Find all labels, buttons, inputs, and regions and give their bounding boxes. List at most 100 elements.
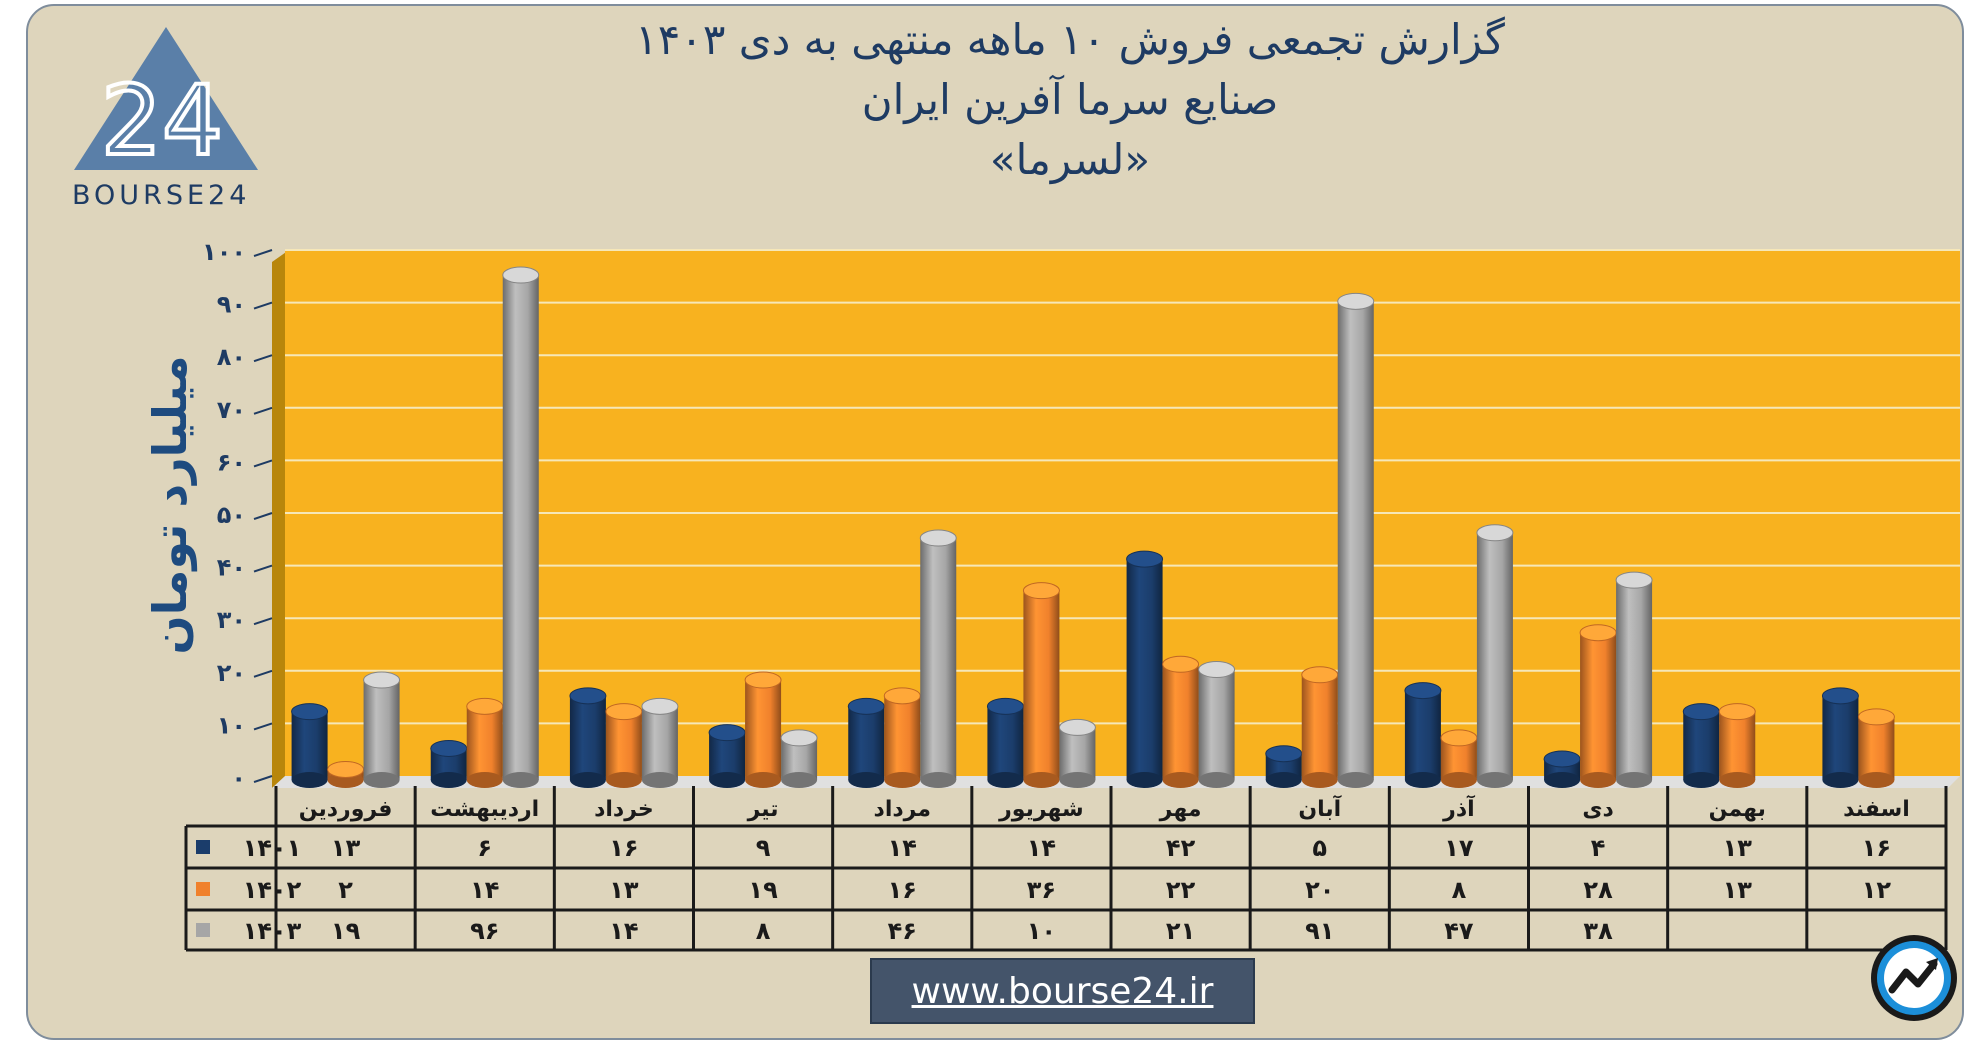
website-link[interactable]: www.bourse24.ir <box>911 970 1214 1012</box>
bar-top <box>1821 687 1859 705</box>
data-label: ۱۶ <box>888 876 917 904</box>
bar-top <box>708 724 746 742</box>
category-label: آبان <box>1298 794 1341 822</box>
bar-top <box>744 671 782 689</box>
bar <box>1683 711 1720 780</box>
data-label: ۱۳ <box>331 834 361 862</box>
bar-top <box>569 687 607 705</box>
y-tick-label: ۶۰ <box>217 448 246 476</box>
bar <box>1580 632 1617 780</box>
plot-side-wall <box>272 250 289 788</box>
bar <box>1198 669 1235 780</box>
legend-label: ۱۴۰۳ <box>243 917 302 945</box>
bar-base <box>1719 772 1756 788</box>
data-label: ۴ <box>1591 834 1606 862</box>
data-label: ۴۲ <box>1166 834 1196 862</box>
y-tick-label: ۴۰ <box>217 554 246 582</box>
website-link-box[interactable]: www.bourse24.ir <box>870 958 1255 1024</box>
data-label: ۲۰ <box>1305 876 1334 904</box>
category-label: خرداد <box>594 797 654 822</box>
bar-base <box>1301 772 1338 788</box>
bar-top <box>1579 624 1617 642</box>
bar-top <box>1337 292 1375 310</box>
category-label: مهر <box>1159 797 1202 822</box>
data-label: ۱۴ <box>609 917 638 945</box>
bar-top <box>847 697 885 715</box>
bar <box>1476 532 1513 780</box>
chart-title-block: گزارش تجمعی فروش ۱۰ ماهه منتهی به دی ۱۴۰… <box>420 10 1720 190</box>
bar-base <box>1265 772 1302 788</box>
category-label: فروردین <box>299 797 393 822</box>
bar <box>641 706 678 780</box>
bar-top <box>1058 718 1096 736</box>
bar-base <box>1858 772 1895 788</box>
bar <box>569 695 606 780</box>
data-label: ۸ <box>756 917 771 945</box>
bar <box>920 538 957 780</box>
bar <box>605 711 642 780</box>
data-label: ۱۹ <box>748 876 778 904</box>
bar-base <box>1059 772 1096 788</box>
bar-base <box>641 772 678 788</box>
data-label: ۸ <box>1452 876 1467 904</box>
bar-base <box>1580 772 1617 788</box>
y-tick-label: ۱۰ <box>217 711 246 739</box>
bar <box>1162 664 1199 780</box>
y-tick-mark <box>253 459 273 468</box>
bar-base <box>781 772 818 788</box>
chart-title: گزارش تجمعی فروش ۱۰ ماهه منتهی به دی ۱۴۰… <box>635 15 1505 64</box>
data-label: ۱۴ <box>470 876 499 904</box>
data-label: ۱۹ <box>331 917 361 945</box>
bar-top <box>466 697 504 715</box>
data-label: ۴۶ <box>888 917 917 945</box>
category-label: مرداد <box>874 797 931 822</box>
data-label: ۱۰ <box>1027 917 1056 945</box>
data-label: ۱۶ <box>1862 834 1891 862</box>
bar-top <box>1022 582 1060 600</box>
bar-top <box>327 760 365 778</box>
bar <box>1337 301 1374 780</box>
data-label: ۱۳ <box>1723 834 1753 862</box>
bar-top <box>1440 729 1478 747</box>
bar-top <box>1476 524 1514 542</box>
legend-swatch <box>196 923 210 937</box>
data-label: ۱۳ <box>609 876 639 904</box>
bar-base <box>1822 772 1859 788</box>
legend-swatch <box>196 882 210 896</box>
bar-top <box>1301 666 1339 684</box>
data-label: ۱۳ <box>1723 876 1753 904</box>
data-label: ۱۴ <box>888 834 917 862</box>
bar <box>848 706 885 780</box>
bar-top <box>1404 682 1442 700</box>
bar-base <box>1404 772 1441 788</box>
data-label: ۲ <box>338 876 353 904</box>
category-label: آذر <box>1442 794 1475 822</box>
bar <box>745 680 782 780</box>
data-label: ۹ <box>756 834 771 862</box>
category-label: تیر <box>747 797 779 822</box>
bar-top <box>502 266 540 284</box>
data-label: ۹۶ <box>470 917 499 945</box>
bar-base <box>605 772 642 788</box>
bar <box>502 275 539 780</box>
category-label: دی <box>1582 797 1613 822</box>
bar-base <box>1440 772 1477 788</box>
bar <box>363 680 400 780</box>
y-tick-mark <box>253 775 273 783</box>
legend-label: ۱۴۰۲ <box>243 876 302 904</box>
bar-top <box>430 739 468 757</box>
legend-label: ۱۴۰۱ <box>243 834 302 862</box>
bar-top <box>1126 550 1164 568</box>
legend-swatch <box>196 840 210 854</box>
chart-ticker: «لسرما» <box>989 135 1151 184</box>
logo-mark: 24 <box>101 65 223 177</box>
bar-top <box>641 697 679 715</box>
bar-top <box>1857 708 1895 726</box>
bar-base <box>1023 772 1060 788</box>
y-tick-label: ۸۰ <box>217 343 246 371</box>
y-tick-label: ۹۰ <box>217 291 246 319</box>
bar-base <box>466 772 503 788</box>
y-tick-mark <box>253 406 273 415</box>
bar <box>1404 690 1441 780</box>
